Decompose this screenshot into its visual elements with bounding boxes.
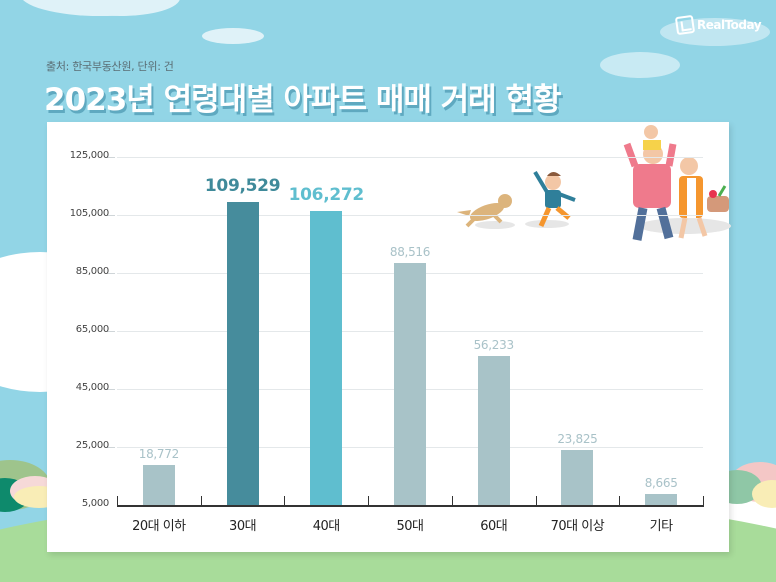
bar-1[interactable] [226,201,259,505]
y-tick-mark [107,157,115,158]
basket-icon [707,185,729,212]
y-tick-mark [107,389,115,390]
y-tick-mark [107,215,115,216]
x-tick-mark [117,496,118,505]
cloud-decoration [202,28,264,44]
y-tick-mark [107,447,115,448]
y-tick-label: 5,000 [81,498,109,509]
x-tick-mark [368,496,370,505]
x-axis-label: 20대 이하 [132,519,186,534]
y-tick-mark [107,331,115,332]
bar-chart: 5,000 25,000 45,000 65,000 85,000 105,000 125,… [47,122,731,552]
value-label: 106,272 [288,185,365,206]
family-illustration [457,125,731,241]
y-tick-mark [107,273,115,274]
y-tick-label: 45,000 [75,382,110,393]
cloud-decoration [600,52,680,78]
x-tick-mark [451,496,453,505]
gridline [117,215,703,216]
value-label: 109,529 [204,175,281,196]
x-axis-label: 40대 [312,519,341,534]
bar-4[interactable] [477,356,510,505]
bar-2[interactable] [310,211,343,505]
bar-6[interactable] [645,494,678,505]
value-label: 8,665 [644,476,678,491]
x-tick-mark [619,496,621,505]
family-icon [623,125,731,241]
x-axis-label: 50대 [396,519,424,534]
bar-3[interactable] [394,262,426,505]
chart-card: 5,000 25,000 45,000 65,000 85,000 105,000 125,… [47,122,731,552]
x-tick-mark [200,496,202,505]
x-axis-label: 70대 이상 [550,519,605,534]
value-label: 56,233 [473,338,515,353]
y-tick-label: 85,000 [75,266,110,277]
value-label: 88,516 [389,244,431,259]
brand-logo[interactable]: RealToday [674,14,762,36]
x-axis-label: 30대 [229,519,257,534]
dog-icon [457,194,515,229]
brand-name: RealToday [697,18,762,32]
y-tick-label: 65,000 [75,324,110,335]
x-tick-mark [284,496,286,505]
y-tick-label: 25,000 [75,440,110,451]
bar-0[interactable] [142,465,175,505]
y-tick-label: 125,000 [69,150,110,161]
page-title: 2023년 연령대별 아파트 매매 거래 현황 [44,82,562,118]
cloud-decoration [60,0,180,16]
x-axis-label: 기타 [649,519,673,534]
x-tick-mark [703,496,704,505]
value-label: 18,772 [138,447,180,462]
bar-5[interactable] [561,450,594,505]
running-child-icon [525,170,576,228]
x-axis-line [117,505,704,507]
source-note: 출처: 한국부동산원, 단위: 건 [46,60,174,73]
value-label: 23,825 [557,432,598,447]
cube-logo-icon [674,14,696,36]
x-tick-mark [535,496,537,505]
x-axis-label: 60대 [480,519,508,534]
y-tick-label: 105,000 [69,208,110,219]
gridline [117,157,703,158]
